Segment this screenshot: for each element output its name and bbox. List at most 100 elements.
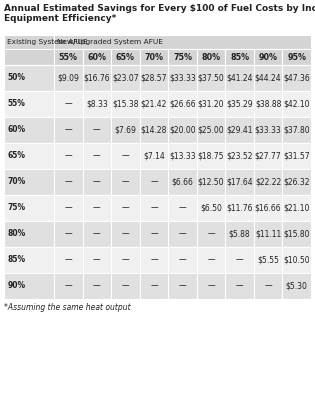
Bar xyxy=(225,65,254,91)
Bar xyxy=(168,65,197,91)
Bar xyxy=(254,65,283,91)
Bar xyxy=(83,195,111,221)
Bar xyxy=(54,49,83,65)
Bar xyxy=(283,49,311,65)
Text: $33.33: $33.33 xyxy=(169,74,196,82)
Text: —: — xyxy=(150,204,158,212)
Bar xyxy=(168,91,197,117)
Bar xyxy=(54,91,83,117)
Bar xyxy=(111,169,140,195)
Text: $33.33: $33.33 xyxy=(255,126,282,134)
Bar xyxy=(111,117,140,143)
Text: 90%: 90% xyxy=(7,282,25,290)
Bar xyxy=(140,49,168,65)
Bar xyxy=(4,143,54,169)
Bar xyxy=(283,143,311,169)
Bar xyxy=(197,169,225,195)
Bar xyxy=(225,143,254,169)
Bar xyxy=(197,247,225,273)
Text: $31.20: $31.20 xyxy=(198,100,224,108)
Bar xyxy=(225,247,254,273)
Bar xyxy=(140,221,168,247)
Text: $28.57: $28.57 xyxy=(141,74,167,82)
Bar xyxy=(254,169,283,195)
Text: —: — xyxy=(236,256,243,264)
Text: $16.76: $16.76 xyxy=(83,74,110,82)
Text: $13.33: $13.33 xyxy=(169,152,196,160)
Text: —: — xyxy=(207,282,215,290)
Bar xyxy=(83,49,111,65)
Text: —: — xyxy=(65,100,72,108)
Bar xyxy=(254,195,283,221)
Text: —: — xyxy=(93,152,101,160)
Text: —: — xyxy=(207,256,215,264)
Text: $29.41: $29.41 xyxy=(226,126,253,134)
Text: —: — xyxy=(150,178,158,186)
Bar xyxy=(197,273,225,299)
Bar xyxy=(254,143,283,169)
Text: $23.07: $23.07 xyxy=(112,74,139,82)
Bar xyxy=(225,195,254,221)
Bar xyxy=(283,117,311,143)
Bar xyxy=(4,221,54,247)
Bar xyxy=(54,247,83,273)
Text: $18.75: $18.75 xyxy=(198,152,224,160)
Text: Annual Estimated Savings for Every $100 of Fuel Costs by Increasing Your Heating: Annual Estimated Savings for Every $100 … xyxy=(4,4,315,23)
Bar xyxy=(54,35,311,49)
Text: 75%: 75% xyxy=(173,52,192,62)
Text: —: — xyxy=(179,256,186,264)
Text: $47.36: $47.36 xyxy=(284,74,310,82)
Bar xyxy=(111,195,140,221)
Text: $35.29: $35.29 xyxy=(226,100,253,108)
Text: $44.24: $44.24 xyxy=(255,74,282,82)
Text: $10.50: $10.50 xyxy=(284,256,310,264)
Text: $26.32: $26.32 xyxy=(284,178,310,186)
Text: $11.76: $11.76 xyxy=(226,204,253,212)
Text: 95%: 95% xyxy=(287,52,306,62)
Text: —: — xyxy=(122,178,129,186)
Bar xyxy=(4,91,54,117)
Bar xyxy=(225,117,254,143)
Text: 80%: 80% xyxy=(7,230,26,238)
Bar xyxy=(197,117,225,143)
Text: $42.10: $42.10 xyxy=(284,100,310,108)
Bar xyxy=(254,49,283,65)
Bar xyxy=(83,247,111,273)
Text: 60%: 60% xyxy=(7,126,25,134)
Bar xyxy=(4,65,54,91)
Text: $41.24: $41.24 xyxy=(226,74,253,82)
Text: 85%: 85% xyxy=(7,256,25,264)
Bar xyxy=(168,273,197,299)
Text: —: — xyxy=(93,204,101,212)
Text: 55%: 55% xyxy=(7,100,25,108)
Text: $17.64: $17.64 xyxy=(226,178,253,186)
Bar xyxy=(283,195,311,221)
Text: 65%: 65% xyxy=(116,52,135,62)
Bar xyxy=(254,247,283,273)
Text: —: — xyxy=(150,230,158,238)
Bar xyxy=(283,273,311,299)
Bar xyxy=(4,169,54,195)
Bar xyxy=(4,117,54,143)
Text: $16.66: $16.66 xyxy=(255,204,282,212)
Text: New/Upgraded System AFUE: New/Upgraded System AFUE xyxy=(57,39,163,45)
Text: $37.50: $37.50 xyxy=(198,74,224,82)
Text: $12.50: $12.50 xyxy=(198,178,224,186)
Text: 80%: 80% xyxy=(202,52,220,62)
Bar xyxy=(168,247,197,273)
Bar xyxy=(83,143,111,169)
Text: 50%: 50% xyxy=(7,74,25,82)
Text: $5.88: $5.88 xyxy=(229,230,250,238)
Bar xyxy=(54,143,83,169)
Bar xyxy=(140,117,168,143)
Text: $21.10: $21.10 xyxy=(284,204,310,212)
Text: —: — xyxy=(93,126,101,134)
Text: $14.28: $14.28 xyxy=(141,126,167,134)
Bar xyxy=(111,143,140,169)
Text: —: — xyxy=(122,256,129,264)
Bar xyxy=(168,117,197,143)
Text: 70%: 70% xyxy=(145,52,163,62)
Bar xyxy=(197,65,225,91)
Bar xyxy=(254,221,283,247)
Text: —: — xyxy=(65,282,72,290)
